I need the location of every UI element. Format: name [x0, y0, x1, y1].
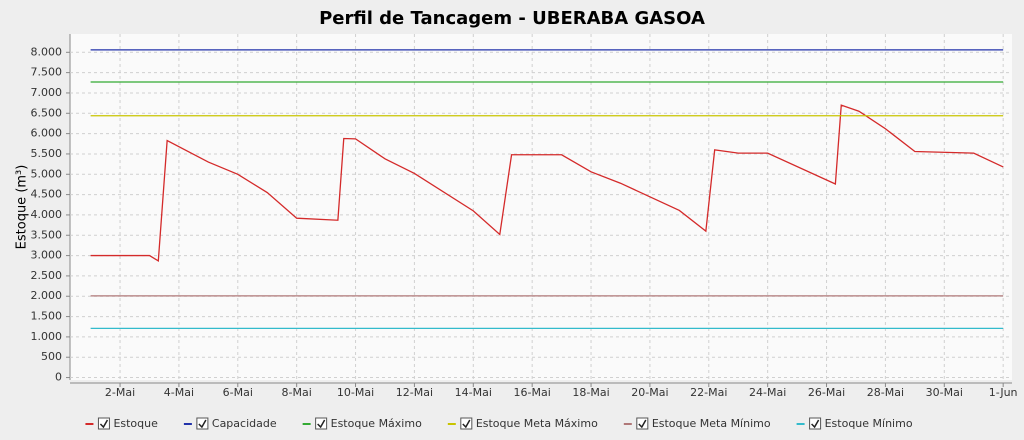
legend-check	[811, 419, 820, 429]
legend-label: Estoque	[113, 417, 158, 430]
legend-checkbox[interactable]	[460, 417, 473, 430]
x-tick-label: 14-Mai	[455, 386, 492, 399]
plot-area	[70, 34, 1012, 380]
x-tick-label: 10-Mai	[337, 386, 374, 399]
y-tick-label: 0	[55, 371, 62, 384]
y-tick-label: 7.500	[31, 66, 63, 79]
legend-label: Estoque Mínimo	[825, 417, 913, 430]
x-tick-label: 12-Mai	[396, 386, 433, 399]
x-tick-label: 4-Mai	[164, 386, 194, 399]
x-tick-label: 22-Mai	[690, 386, 727, 399]
legend-label: Capacidade	[212, 417, 277, 430]
y-tick-label: 4.000	[31, 208, 63, 221]
y-tick-label: 2.500	[31, 269, 63, 282]
x-tick-label: 8-Mai	[282, 386, 312, 399]
y-tick-label: 6.000	[31, 127, 63, 140]
x-tick-label: 26-Mai	[808, 386, 845, 399]
legend-check	[198, 419, 207, 429]
y-tick-label: 1.500	[31, 310, 63, 323]
x-tick-label: 24-Mai	[749, 386, 786, 399]
x-tick-label: 20-Mai	[631, 386, 668, 399]
y-tick-label: 6.500	[31, 106, 63, 119]
y-tick-label: 3.500	[31, 228, 63, 241]
y-tick-label: 1.000	[31, 330, 63, 343]
y-tick-label: 500	[41, 350, 62, 363]
legend-checkbox[interactable]	[196, 417, 209, 430]
x-tick-label: 16-Mai	[514, 386, 551, 399]
x-tick-label: 6-Mai	[223, 386, 253, 399]
x-tick-label: 18-Mai	[572, 386, 609, 399]
legend-checkbox[interactable]	[636, 417, 649, 430]
y-axis-label: Estoque (m³)	[15, 165, 30, 250]
legend-checkbox[interactable]	[315, 417, 328, 430]
y-tick-label: 3.000	[31, 249, 63, 262]
y-tick-label: 7.000	[31, 86, 63, 99]
x-tick-label: 30-Mai	[926, 386, 963, 399]
x-tick-label: 1-Jun	[989, 386, 1018, 399]
legend-label: Estoque Meta Mínimo	[652, 417, 771, 430]
x-tick-label: 2-Mai	[105, 386, 135, 399]
legend-label: Estoque Meta Máximo	[476, 417, 598, 430]
legend-check	[638, 419, 647, 429]
y-tick-label: 5.500	[31, 147, 63, 160]
y-tick-label: 8.000	[31, 45, 63, 58]
legend-check	[317, 419, 326, 429]
legend-checkbox[interactable]	[809, 417, 822, 430]
y-tick-label: 2.000	[31, 289, 63, 302]
legend-checkbox[interactable]	[97, 417, 110, 430]
series-line	[90, 104, 1004, 262]
chart-title: Perfil de Tancagem - UBERABA GASOA	[319, 8, 705, 29]
y-tick-label: 4.500	[31, 188, 63, 201]
legend-check	[99, 419, 109, 429]
x-tick-label: 28-Mai	[867, 386, 904, 399]
legend-check	[462, 419, 471, 429]
y-tick-label: 5.000	[31, 167, 63, 180]
legend-label: Estoque Máximo	[331, 417, 422, 430]
